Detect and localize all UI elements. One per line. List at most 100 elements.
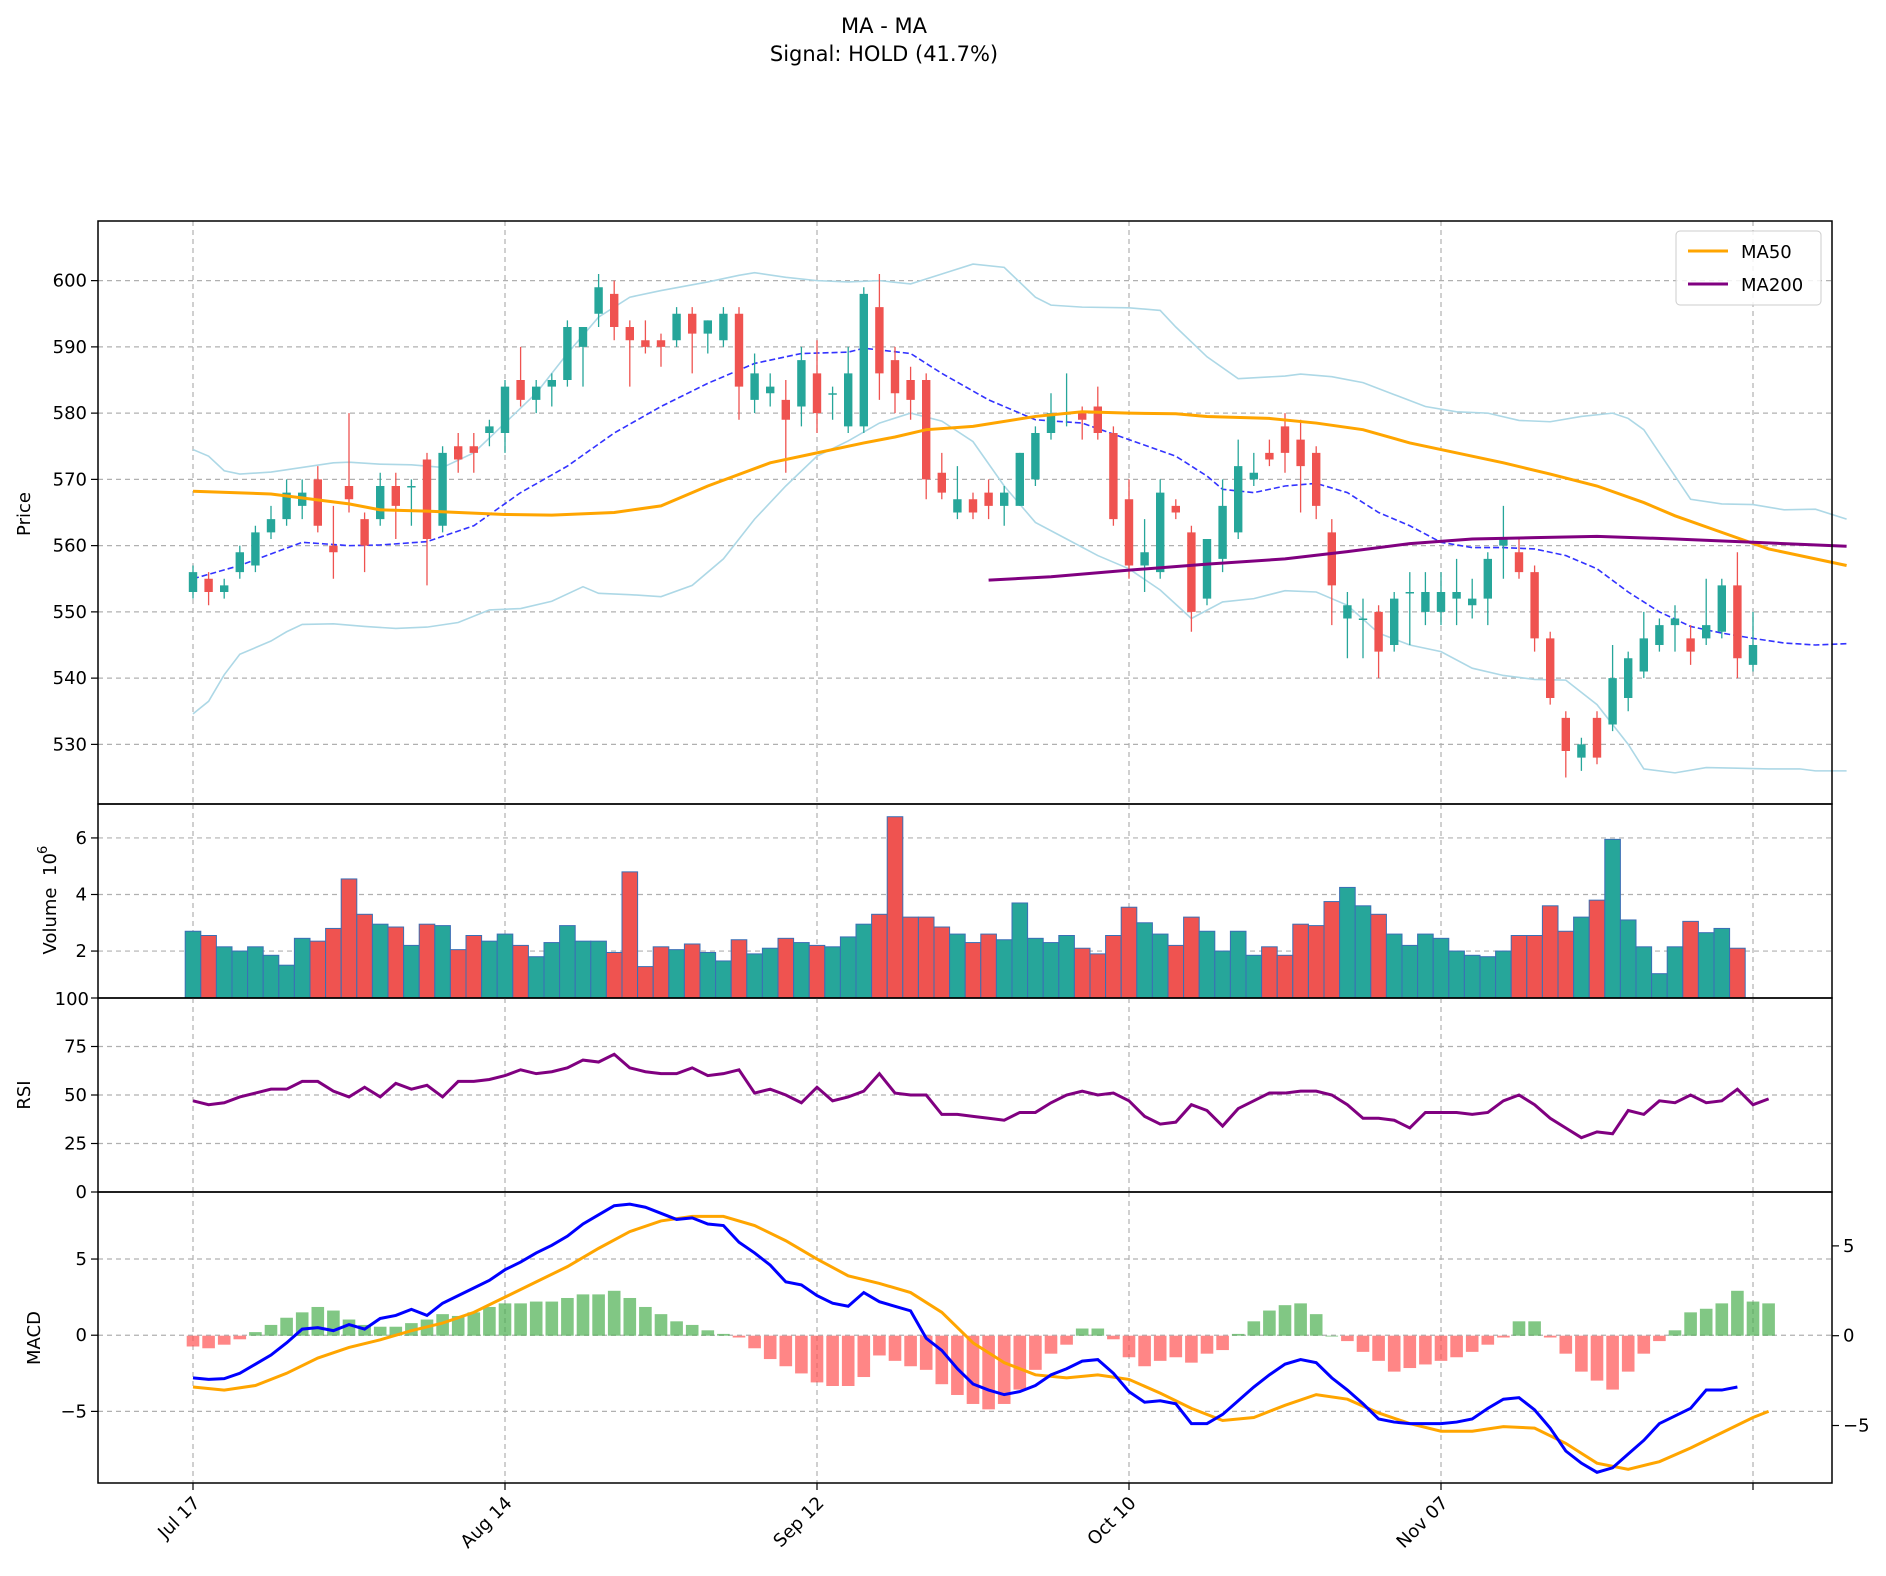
volume-bar-88 (1557, 930, 1575, 999)
macd-hist-bar-35 (732, 1335, 746, 1338)
rsi-ylabel: RSI (14, 1080, 35, 1109)
macd-hist-bar-20 (498, 1303, 512, 1336)
rsi-line-layer (192, 1052, 1770, 1140)
macd-hist-bar-94 (1653, 1335, 1666, 1342)
candle-body-40 (812, 373, 822, 414)
candle-body-28 (625, 327, 634, 341)
volume-bar-90 (1588, 899, 1606, 999)
volume-bar-31 (668, 949, 685, 999)
chart-title: MA - MA (841, 14, 928, 38)
macd-hist-bar-28 (623, 1297, 637, 1336)
candle-body-20 (500, 386, 510, 433)
price-ytick-label-1: 540 (53, 668, 87, 689)
volume-bar-99 (1729, 947, 1746, 999)
candle-body-96 (1686, 638, 1695, 652)
volume-bar-87 (1541, 905, 1559, 999)
bollinger-lower-line (192, 412, 1847, 774)
macd-hist-bar-23 (545, 1301, 559, 1336)
macd-hist-bar-59 (1107, 1335, 1120, 1340)
volume-bar-11 (356, 913, 373, 999)
macd-hist-bar-49 (951, 1335, 964, 1395)
candle-body-18 (469, 446, 478, 453)
volume-bar-59 (1105, 935, 1122, 999)
candle-body-23 (547, 380, 556, 387)
macd-right-ytick-label-2: 5 (1843, 1236, 1854, 1257)
volume-bottom-tick-label: 100 (55, 989, 89, 1010)
macd-hist-bar-40 (810, 1335, 824, 1383)
macd-hist-bar-8 (311, 1306, 325, 1336)
candle-body-72 (1312, 452, 1321, 506)
candle-body-46 (906, 380, 915, 400)
volume-bar-21 (512, 944, 529, 999)
macd-hist-bar-63 (1169, 1335, 1183, 1358)
volume-bar-72 (1307, 925, 1325, 999)
candle-body-83 (1483, 558, 1492, 599)
macd-hist-bar-62 (1153, 1335, 1167, 1361)
candle-body-76 (1374, 611, 1383, 652)
candle-body-98 (1717, 585, 1726, 632)
macd-hist-bar-38 (779, 1335, 793, 1367)
macd-hist-bar-82 (1465, 1335, 1479, 1352)
volume-bar-41 (824, 946, 841, 999)
volume-bar-17 (449, 949, 467, 999)
macd-y-ticks-left: −5 0 5 (60, 1249, 98, 1422)
macd-hist-bar-99 (1731, 1290, 1744, 1336)
x-tick-label-4: Nov 07 (1393, 1493, 1453, 1553)
macd-hist-bar-0 (186, 1335, 200, 1347)
macd-hist-bar-51 (982, 1335, 995, 1410)
volume-bar-46 (902, 916, 919, 999)
macd-hist-bar-83 (1481, 1335, 1495, 1345)
volume-bar-48 (933, 926, 951, 999)
volume-bar-75 (1354, 905, 1372, 999)
macd-hist-bar-24 (561, 1297, 574, 1336)
macd-hist-bar-2 (217, 1335, 231, 1345)
macd-lines (192, 1202, 1770, 1474)
volume-bar-63 (1167, 944, 1185, 999)
candle-body-93 (1639, 638, 1648, 672)
x-tick-label-3: Oct 10 (1083, 1493, 1140, 1550)
macd-hist-bar-46 (904, 1335, 917, 1367)
volume-bar-96 (1682, 920, 1699, 999)
price-ytick-label-5: 580 (53, 403, 87, 424)
candle-body-9 (329, 545, 338, 553)
volume-bar-98 (1713, 927, 1731, 999)
candle-body-33 (703, 320, 712, 334)
volume-bar-73 (1323, 901, 1341, 999)
candle-body-68 (1249, 472, 1258, 480)
moving-averages (192, 410, 1847, 582)
volume-y-ticks: 2 4 6 (76, 828, 98, 962)
volume-offset-exponent: 6 (36, 846, 51, 854)
candle-body-94 (1655, 625, 1664, 645)
macd-hist-bar-16 (436, 1314, 449, 1336)
volume-bar-55 (1042, 942, 1060, 999)
legend-ma50-label: MA50 (1741, 242, 1792, 263)
rsi-ytick-label-zero: 0 (76, 1182, 87, 1203)
volume-bar-3 (231, 950, 249, 999)
candle-body-25 (578, 327, 588, 347)
volume-bar-54 (1027, 937, 1044, 999)
legend-ma200-label: MA200 (1741, 275, 1803, 296)
volume-bar-57 (1073, 947, 1091, 999)
macd-panel: −5 0 5 −5 0 5 MACD (24, 1191, 1870, 1484)
candle-body-10 (344, 486, 354, 500)
macd-hist-bar-95 (1668, 1330, 1682, 1336)
macd-hist-bar-100 (1746, 1301, 1760, 1336)
rsi-ytick-label-2: 75 (64, 1037, 87, 1058)
candle-body-11 (360, 519, 369, 546)
volume-ytick-label-0: 2 (76, 941, 87, 962)
volume-bar-95 (1666, 946, 1684, 999)
candle-body-84 (1499, 539, 1508, 546)
macd-hist-bar-3 (233, 1335, 247, 1340)
candle-body-78 (1405, 592, 1414, 594)
candle-body-32 (688, 313, 697, 334)
macd-hist-bar-53 (1013, 1335, 1027, 1390)
volume-bar-13 (387, 926, 405, 999)
volume-bar-64 (1183, 916, 1200, 999)
volume-bar-5 (262, 954, 280, 999)
candle-body-95 (1670, 618, 1680, 626)
candle-body-12 (376, 486, 385, 520)
volume-bar-2 (215, 946, 233, 999)
volume-bar-66 (1214, 950, 1231, 999)
volume-bar-22 (527, 956, 545, 999)
